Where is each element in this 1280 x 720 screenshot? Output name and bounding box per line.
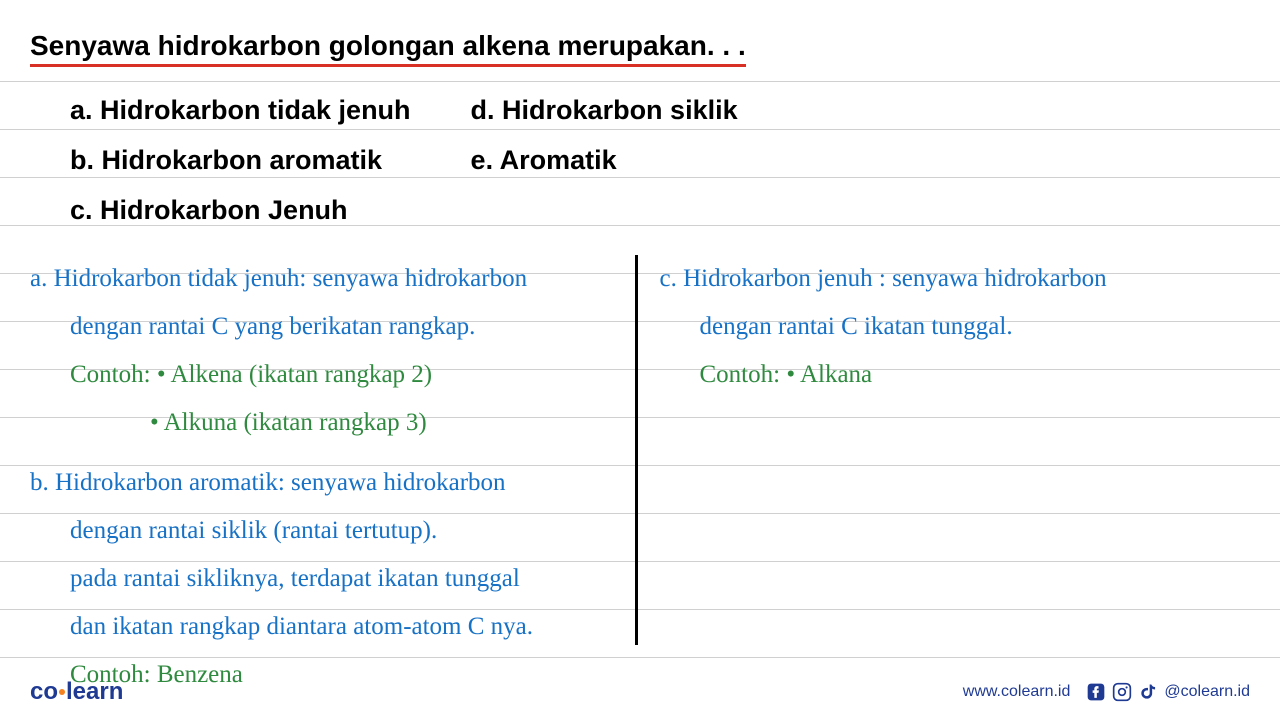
option-d: d. Hidrokarbon siklik	[471, 85, 738, 135]
option-a: a. Hidrokarbon tidak jenuh	[70, 85, 411, 135]
explain-a-line1: a. Hidrokarbon tidak jenuh: senyawa hidr…	[30, 255, 621, 303]
explain-left-col: a. Hidrokarbon tidak jenuh: senyawa hidr…	[30, 255, 631, 699]
explanation-area: a. Hidrokarbon tidak jenuh: senyawa hidr…	[30, 255, 1250, 699]
options-col-2: d. Hidrokarbon siklik e. Aromatik	[471, 85, 738, 235]
explain-a-example2: • Alkuna (ikatan rangkap 3)	[30, 399, 621, 447]
option-c: c. Hidrokarbon Jenuh	[70, 185, 411, 235]
explain-c-line1: c. Hidrokarbon jenuh : senyawa hidrokarb…	[660, 255, 1251, 303]
explain-b-line3: pada rantai sikliknya, terdapat ikatan t…	[30, 555, 621, 603]
options-grid: a. Hidrokarbon tidak jenuh b. Hidrokarbo…	[70, 85, 1250, 235]
explain-a-line2: dengan rantai C yang berikatan rangkap.	[30, 303, 621, 351]
explain-right-col: c. Hidrokarbon jenuh : senyawa hidrokarb…	[642, 255, 1251, 699]
question-title: Senyawa hidrokarbon golongan alkena meru…	[30, 30, 746, 67]
options-col-1: a. Hidrokarbon tidak jenuh b. Hidrokarbo…	[70, 85, 411, 235]
explain-c-example: Contoh: • Alkana	[660, 351, 1251, 399]
explain-c-line2: dengan rantai C ikatan tunggal.	[660, 303, 1251, 351]
option-e: e. Aromatik	[471, 135, 738, 185]
vertical-divider	[635, 255, 638, 645]
explain-b-line2: dengan rantai siklik (rantai tertutup).	[30, 507, 621, 555]
explain-a-example1: Contoh: • Alkena (ikatan rangkap 2)	[30, 351, 621, 399]
option-b: b. Hidrokarbon aromatik	[70, 135, 411, 185]
explain-b-line4: dan ikatan rangkap diantara atom-atom C …	[30, 603, 621, 651]
explain-b-example: Contoh: Benzena	[30, 651, 621, 699]
explain-b-line1: b. Hidrokarbon aromatik: senyawa hidroka…	[30, 459, 621, 507]
